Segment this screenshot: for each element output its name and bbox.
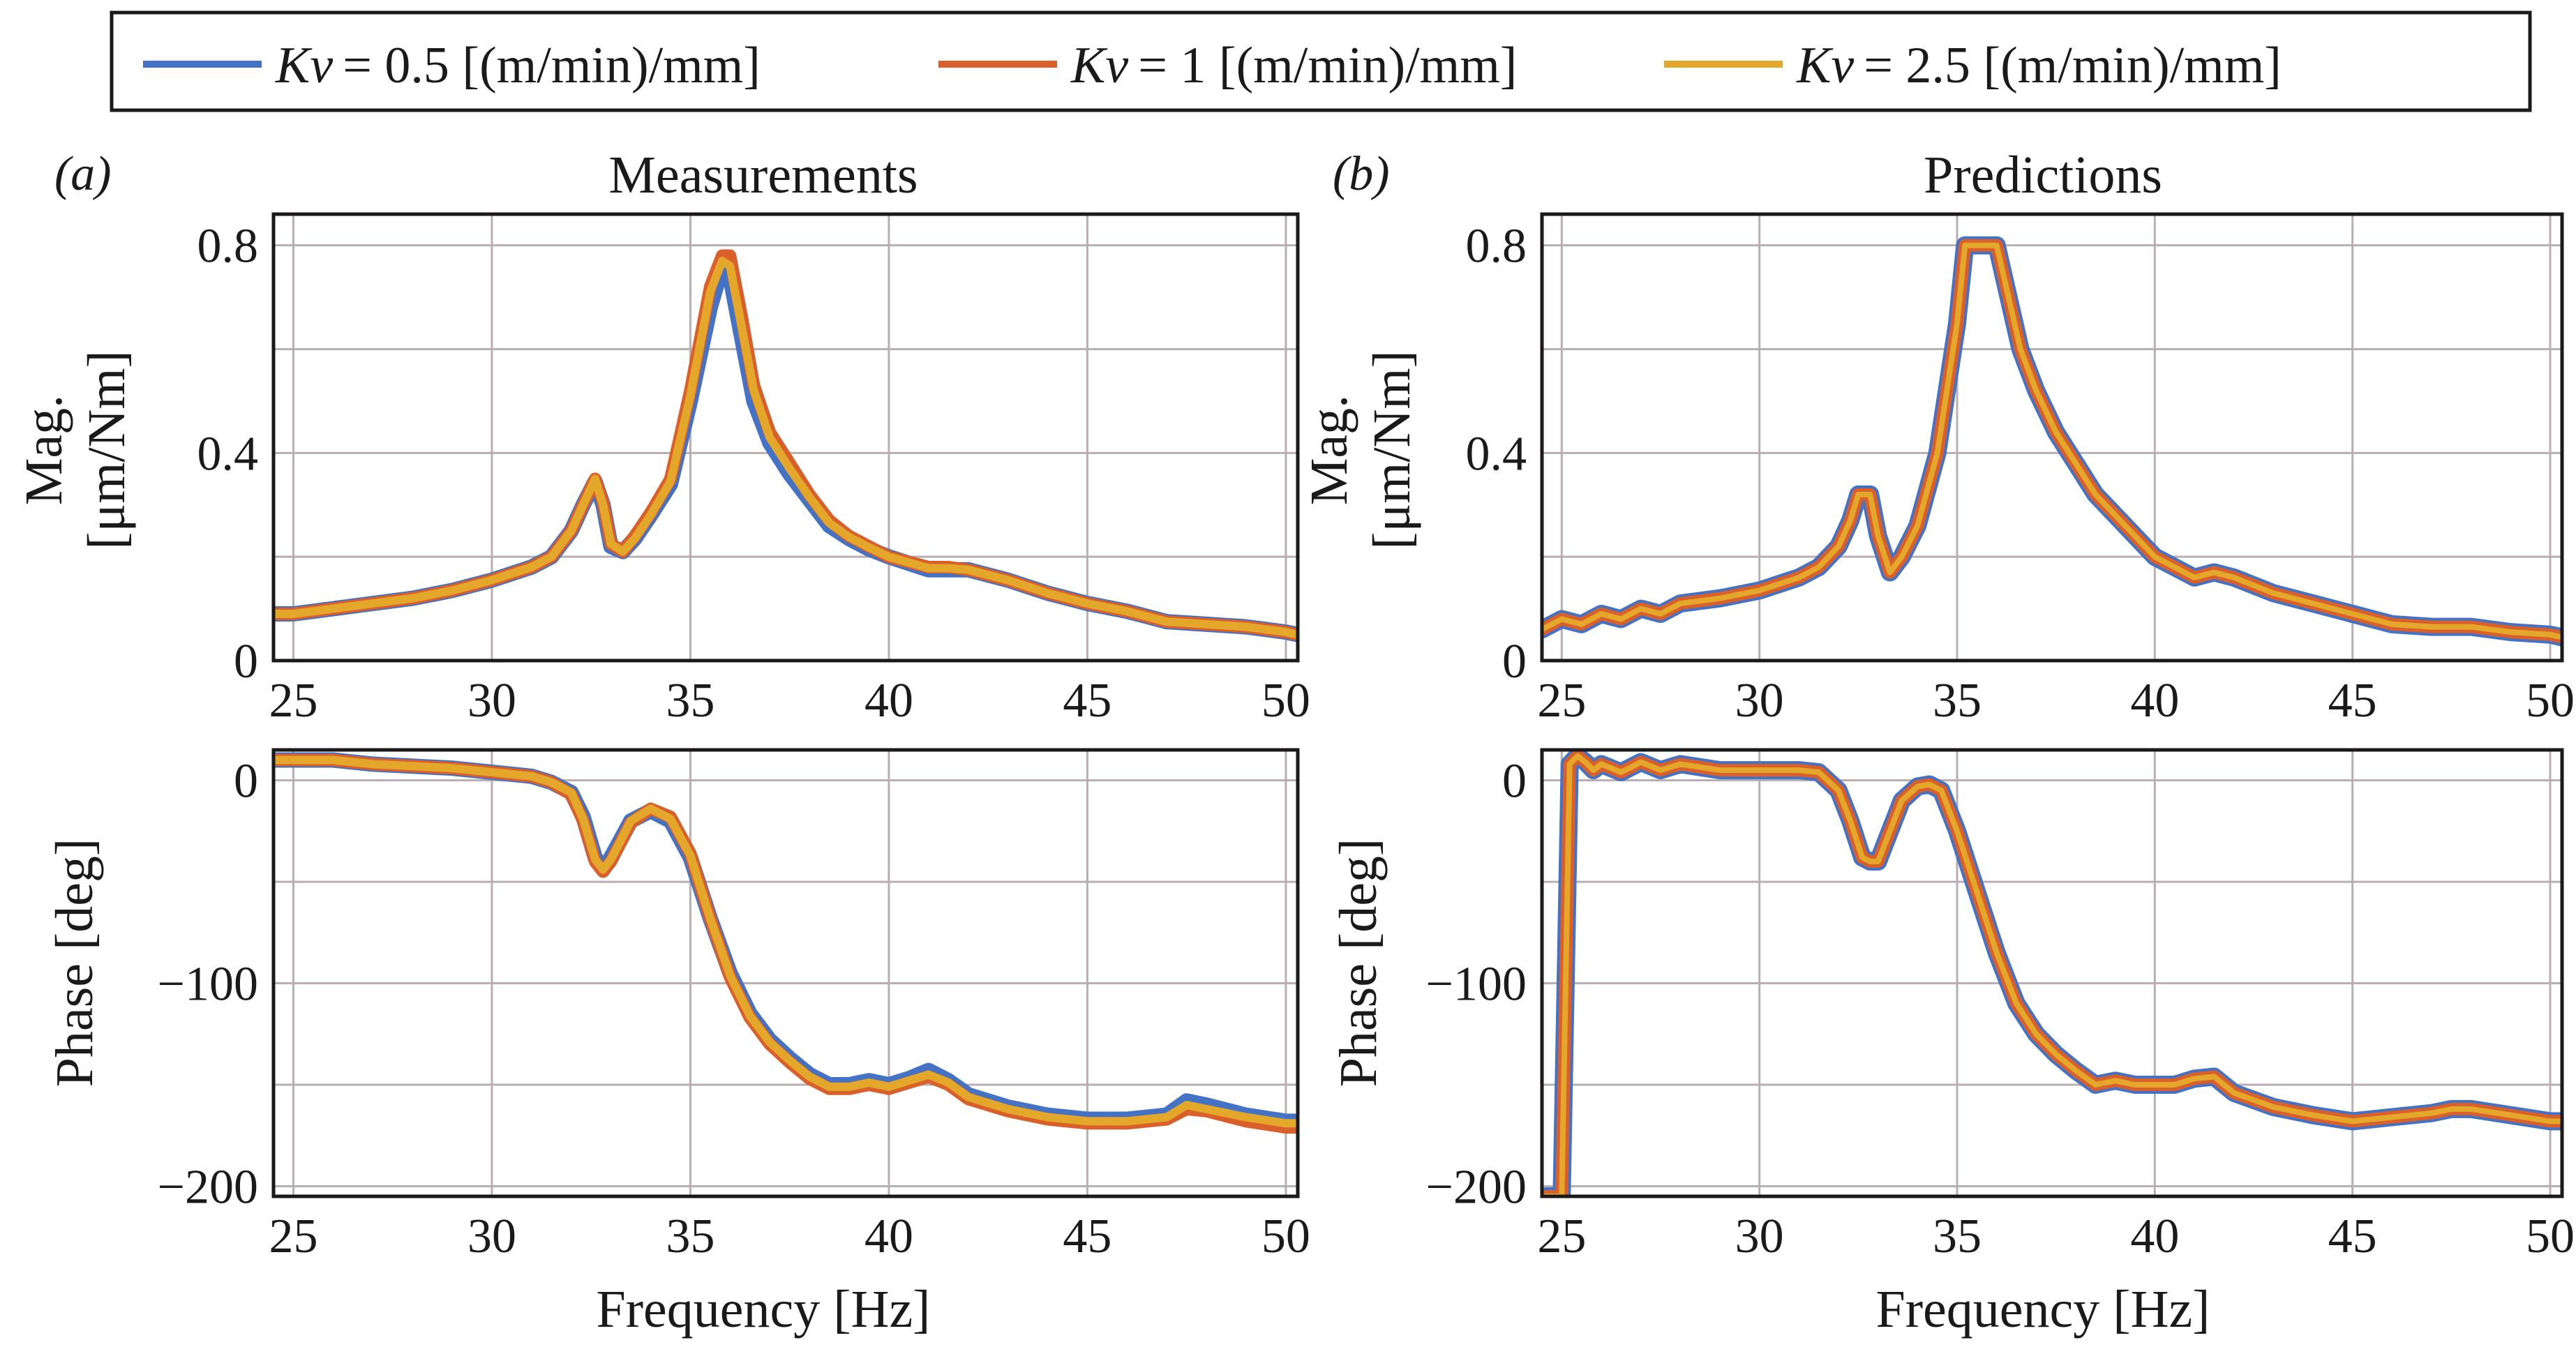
x-tick-label: 45 (2328, 674, 2377, 728)
x-tick-label: 50 (2526, 674, 2575, 728)
y-tick-label: 0.8 (197, 220, 259, 273)
x-tick-label: 40 (864, 1210, 913, 1263)
legend-kv1-symbol: Kv (1070, 37, 1128, 94)
plot-frame (1540, 748, 2564, 1198)
y-tick-label: −100 (158, 958, 258, 1011)
y-tick-label: −200 (158, 1160, 258, 1214)
x-tick-label: 30 (1735, 1210, 1784, 1263)
x-tick-label: 40 (864, 674, 913, 728)
x-tick-label: 40 (2130, 1210, 2179, 1263)
x-tick-label: 25 (1537, 1210, 1586, 1263)
ylabel-b-phase: Phase [deg] (1329, 838, 1388, 1088)
legend-label-kv25: Kv = 2.5 [(m/min)/mm] (1796, 37, 2282, 94)
plot-area (1542, 750, 2562, 1196)
legend-label-kv05: Kv = 0.5 [(m/min)/mm] (275, 37, 761, 94)
y-tick-label: 0.4 (197, 427, 259, 481)
plot-frame (1540, 212, 2564, 663)
x-tick-label: 25 (269, 1210, 317, 1263)
legend-kv05-value: = 0.5 [(m/min)/mm] (343, 37, 761, 94)
ylabel-b-mag-line1: Mag. (1300, 395, 1358, 505)
y-tick-label: 0 (234, 755, 258, 808)
panel-label-a: (a) (54, 147, 112, 201)
y-tick-label: 0 (234, 635, 258, 689)
y-tick-label: 0.8 (1466, 220, 1527, 273)
plot-area (274, 750, 1298, 1196)
legend-box (110, 10, 2532, 112)
x-tick-label: 35 (666, 1210, 714, 1263)
y-tick-label: −200 (1426, 1160, 1527, 1214)
plot-b-magnitude: 25 30 35 40 45 50 0 0.4 0.8 (1466, 212, 2575, 728)
ylabel-a-mag: Mag. [μm/Nm] (15, 350, 136, 550)
plot-b-phase: 25 30 35 40 45 50 −200 −100 0 (1426, 748, 2575, 1263)
x-tick-label: 35 (666, 674, 714, 728)
legend-label-kv1: Kv = 1 [(m/min)/mm] (1070, 37, 1517, 94)
series-line-kv-2-5 (1542, 242, 2562, 640)
panel-label-b: (b) (1333, 147, 1390, 201)
x-tick-label: 45 (2328, 1210, 2377, 1263)
ylabel-a-phase: Phase [deg] (45, 838, 104, 1088)
series-group (274, 249, 1298, 642)
plot-a-phase: 25 30 35 40 45 50 −200 −100 0 (158, 748, 1310, 1263)
series-line-kv-2-5 (274, 755, 1298, 1128)
y-tick-label: 0 (1502, 635, 1527, 689)
plot-a-magnitude: 25 30 35 40 45 50 0 0.4 0.8 (197, 212, 1310, 728)
x-tick-label: 35 (1933, 1210, 1982, 1263)
x-tick-label: 35 (1933, 674, 1982, 728)
panel-title-b: Predictions (1924, 146, 2162, 204)
x-tick-label: 25 (1537, 674, 1586, 728)
series-group (1542, 236, 2562, 647)
y-tick-label: −100 (1426, 958, 1527, 1011)
plot-frame (271, 212, 1300, 663)
panel-title-a: Measurements (608, 146, 918, 204)
ylabel-b-mag: Mag. [μm/Nm] (1300, 350, 1421, 550)
x-tick-label: 45 (1063, 674, 1111, 728)
x-tick-label: 30 (467, 674, 516, 728)
series-line-kv-2-5 (1543, 753, 2562, 1196)
x-tick-label: 40 (2130, 674, 2179, 728)
x-tick-label: 50 (2526, 1210, 2575, 1263)
legend-kv05-symbol: Kv (275, 37, 333, 94)
x-tick-label: 50 (1261, 1210, 1310, 1263)
y-tick-label: 0.4 (1466, 427, 1527, 481)
ylabel-a-mag-line1: Mag. (15, 395, 73, 505)
x-tick-label: 25 (269, 674, 317, 728)
series-line-kv-2-5 (274, 257, 1298, 639)
y-tick-label: 0 (1502, 755, 1527, 808)
series-group (1542, 750, 2562, 1196)
xlabel-a: Frequency [Hz] (596, 1280, 930, 1339)
x-tick-label: 50 (1261, 674, 1310, 728)
ylabel-b-mag-line2: [μm/Nm] (1363, 350, 1421, 550)
ylabel-a-mag-line2: [μm/Nm] (77, 350, 136, 550)
x-tick-label: 45 (1063, 1210, 1111, 1263)
legend: Kv = 0.5 [(m/min)/mm] Kv = 1 [(m/min)/mm] … (110, 10, 2532, 112)
x-tick-label: 30 (467, 1210, 516, 1263)
series-group (274, 752, 1298, 1134)
plot-frame (271, 748, 1300, 1198)
legend-kv25-symbol: Kv (1796, 37, 1854, 94)
legend-kv25-value: = 2.5 [(m/min)/mm] (1864, 37, 2282, 94)
x-tick-label: 30 (1735, 674, 1784, 728)
legend-kv1-value: = 1 [(m/min)/mm] (1138, 37, 1517, 94)
xlabel-b: Frequency [Hz] (1875, 1280, 2210, 1339)
